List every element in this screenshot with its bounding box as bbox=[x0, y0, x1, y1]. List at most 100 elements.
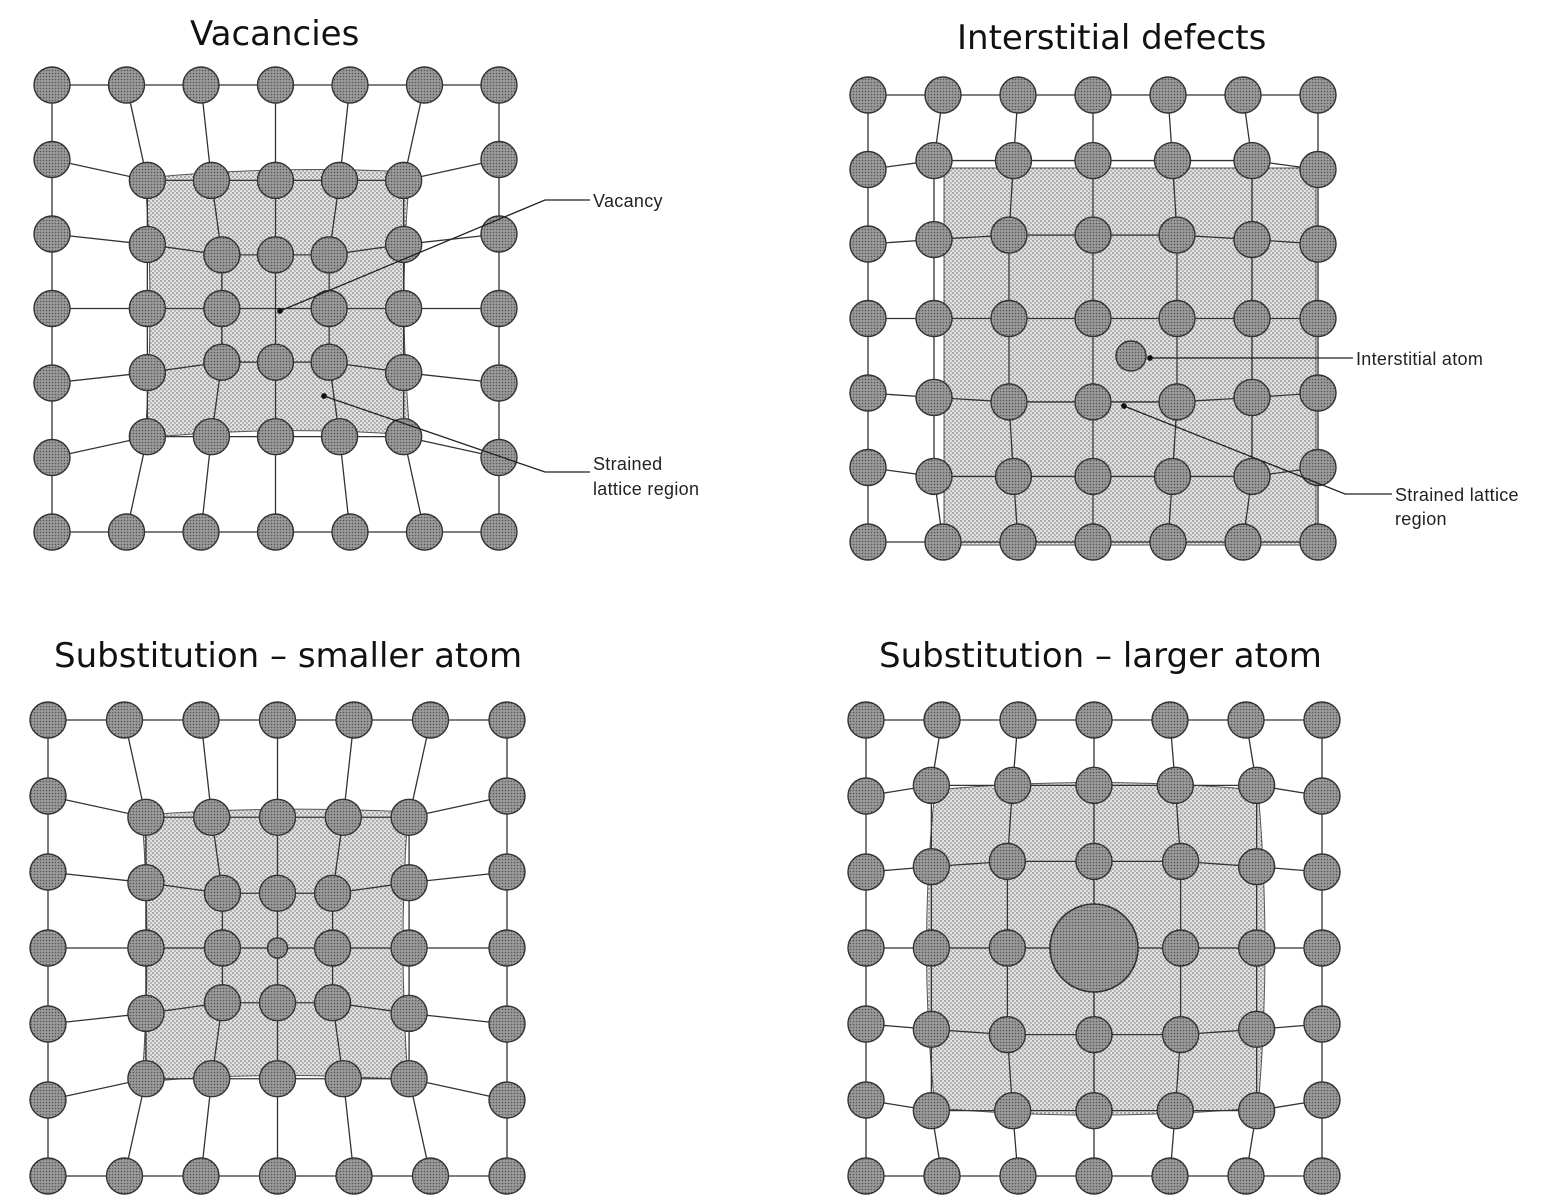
sub-small-lattice-atom bbox=[258, 701, 297, 739]
interstitial-lattice-atom bbox=[849, 523, 887, 561]
sub-large-lattice-atom bbox=[912, 766, 951, 805]
vacancy-lattice-atom bbox=[256, 66, 295, 104]
sub-small-lattice-atom bbox=[335, 701, 373, 739]
interstitial-lattice-atom bbox=[924, 523, 962, 561]
vacancy-lattice-atom bbox=[384, 225, 423, 264]
vacancy-lattice-atom bbox=[480, 513, 518, 551]
vacancy-lattice-atom bbox=[384, 289, 423, 328]
sub-small-lattice-atom bbox=[203, 984, 242, 1022]
title-substitution-larger-atom: Substitution – larger atom bbox=[879, 636, 1322, 676]
interstitial-lattice-atom bbox=[1158, 299, 1196, 338]
sub-large-lattice-atom bbox=[999, 1157, 1037, 1195]
interstitial-lattice-atom bbox=[1299, 299, 1337, 338]
sub-large-lattice-atom bbox=[1075, 1015, 1113, 1054]
sub-large-lattice-atom bbox=[923, 701, 961, 739]
sub-small-lattice-atom bbox=[182, 1157, 220, 1195]
panel-sub-small bbox=[29, 701, 526, 1195]
interstitial-lattice-atom bbox=[915, 378, 953, 417]
vacancy-lattice-atom bbox=[310, 343, 348, 381]
vacancy-lattice-atom bbox=[33, 438, 71, 477]
interstitial-lattice-atom bbox=[1158, 383, 1196, 421]
sub-small-lattice-atom bbox=[258, 1060, 297, 1098]
interstitial-lattice-atom bbox=[924, 76, 962, 114]
sub-large-lattice-atom bbox=[912, 929, 951, 967]
sub-small-lattice-atom bbox=[258, 1157, 297, 1195]
sub-small-lattice-atom bbox=[29, 929, 67, 967]
sub-small-lattice-atom bbox=[390, 798, 428, 836]
sub-large-lattice-atom bbox=[1161, 929, 1200, 967]
vacancy-lattice-atom bbox=[203, 343, 241, 381]
sub-large-lattice-atom bbox=[847, 777, 885, 815]
vacancy-lattice-atom bbox=[405, 66, 444, 104]
sub-large-lattice-atom bbox=[1303, 1005, 1341, 1043]
sub-small-lattice-atom bbox=[488, 777, 526, 815]
vacancy-lattice-atom bbox=[256, 513, 295, 551]
sub-small-lattice-atom bbox=[203, 929, 242, 967]
vacancy-lattice-atom bbox=[128, 225, 167, 264]
vacancy-lattice-atom bbox=[405, 513, 444, 551]
sub-small-lattice-atom bbox=[324, 1060, 362, 1098]
sub-small-lattice-atom bbox=[193, 1060, 231, 1098]
sub-small-lattice-atom bbox=[127, 994, 165, 1033]
sub-small-lattice-atom bbox=[127, 929, 165, 967]
sub-small-lattice-atom bbox=[313, 984, 352, 1022]
sub-small-lattice-atom bbox=[390, 994, 428, 1033]
interstitial-lattice-atom bbox=[999, 523, 1037, 561]
sub-small-lattice-atom bbox=[193, 798, 231, 836]
sub-small-lattice-atom bbox=[127, 1060, 165, 1098]
vacancy-lattice-atom bbox=[203, 289, 241, 328]
interstitial-lattice-atom bbox=[1074, 76, 1112, 114]
sub-small-lattice-atom bbox=[488, 1081, 526, 1119]
strained-lattice-label-line2: region bbox=[1395, 509, 1447, 529]
interstitial-lattice-atom bbox=[1153, 457, 1192, 496]
interstitial-lattice-atom bbox=[849, 76, 887, 114]
vacancy-lattice-atom bbox=[192, 417, 231, 456]
interstitial-lattice-atom bbox=[849, 299, 887, 338]
sub-small-lattice-atom bbox=[488, 929, 526, 967]
interstitial-atom bbox=[1115, 340, 1147, 372]
interstitial-lattice-atom bbox=[1074, 216, 1112, 254]
sub-large-lattice-atom bbox=[1075, 766, 1113, 805]
interstitial-lattice-atom bbox=[1149, 76, 1187, 114]
sub-large-lattice-atom bbox=[1237, 1091, 1276, 1130]
sub-large-lattice-atom bbox=[1156, 766, 1195, 805]
sub-large-lattice-atom bbox=[1161, 1015, 1200, 1054]
sub-large-lattice-atom bbox=[988, 842, 1027, 881]
title-substitution-smaller-atom: Substitution – smaller atom bbox=[54, 636, 523, 676]
vacancy-lattice-atom bbox=[310, 236, 348, 274]
interstitial-lattice-atom bbox=[990, 216, 1028, 254]
vacancy-lattice-atom bbox=[128, 161, 167, 200]
interstitial-lattice-atom bbox=[1224, 523, 1262, 561]
vacancy-lattice-atom bbox=[480, 289, 518, 328]
interstitial-lattice-atom bbox=[1299, 225, 1337, 263]
sub-small-lattice-atom bbox=[488, 701, 526, 739]
sub-large-lattice-atom bbox=[1237, 847, 1276, 886]
sub-small-lattice-atom bbox=[29, 1081, 67, 1119]
sub-large-lattice-atom bbox=[993, 1091, 1032, 1130]
vacancy-lattice-atom bbox=[480, 66, 518, 104]
vacancy-lattice-atom bbox=[33, 289, 71, 328]
interstitial-lattice-atom bbox=[994, 141, 1033, 180]
interstitial-lattice-atom bbox=[849, 374, 887, 412]
sub-large-lattice-atom bbox=[988, 929, 1027, 967]
sub-large-lattice-atom bbox=[912, 1010, 951, 1049]
interstitial-lattice-atom bbox=[1074, 141, 1112, 180]
sub-large-lattice-atom bbox=[1237, 1010, 1276, 1049]
interstitial-lattice-atom bbox=[1233, 299, 1271, 338]
vacancy-lattice-atom bbox=[331, 66, 369, 104]
sub-large-lattice-atom bbox=[1303, 701, 1341, 739]
sub-large-lattice-atom bbox=[1151, 1157, 1189, 1195]
sub-large-lattice-atom bbox=[912, 847, 951, 886]
sub-small-lattice-atom bbox=[29, 853, 67, 891]
strained-region-callout-vac: Strained lattice region bbox=[321, 393, 699, 499]
interstitial-lattice-atom bbox=[1299, 76, 1337, 114]
vacancy-lattice-atom bbox=[33, 215, 71, 253]
vacancy-lattice-atom bbox=[182, 513, 220, 551]
vacancy-lattice-atom bbox=[256, 417, 295, 456]
sub-small-lattice-atom bbox=[127, 798, 165, 836]
vacancy-lattice-atom bbox=[33, 66, 71, 104]
sub-small-lattice-atom bbox=[411, 701, 450, 739]
sub-large-lattice-atom bbox=[1161, 842, 1200, 881]
interstitial-lattice-atom bbox=[1233, 220, 1271, 259]
